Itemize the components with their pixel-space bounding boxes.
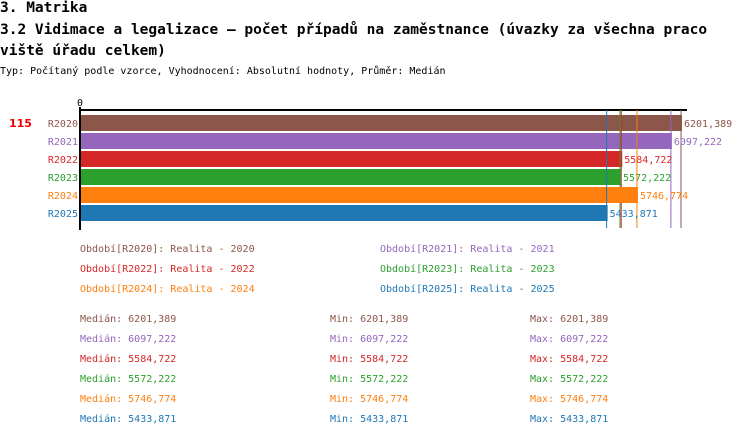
value-label: 5572,222: [623, 173, 671, 184]
value-label: 6201,389: [684, 119, 732, 130]
category-label: R2024: [48, 191, 78, 202]
stat-max: Max: 5746,774: [530, 394, 609, 405]
stat-min: Min: 5572,222: [330, 374, 409, 385]
stat-min: Min: 5433,871: [330, 414, 409, 425]
bar-R2025: [81, 205, 608, 221]
stat-median: Medián: 6097,222: [80, 334, 177, 345]
category-label: R2021: [48, 137, 78, 148]
bar-R2021: [81, 133, 672, 149]
bar-R2022: [81, 151, 623, 167]
stat-median: Medián: 5584,722: [80, 354, 177, 365]
chart-title-line2: viště úřadu celkem): [0, 43, 166, 59]
stat-median: Medián: 5433,871: [80, 414, 177, 425]
stat-max: Max: 5584,722: [530, 354, 609, 365]
stat-max: Max: 6201,389: [530, 314, 609, 325]
stat-median: Medián: 6201,389: [80, 314, 177, 325]
value-label: 6097,222: [674, 137, 722, 148]
stat-min: Min: 6201,389: [330, 314, 409, 325]
stat-max: Max: 5433,871: [530, 414, 609, 425]
bar-chart: 0 115 R2020 6201,389 R2021 6097,222 R2022 5584,…: [9, 98, 732, 230]
legend-item: Období[R2023]: Realita - 2023: [380, 264, 555, 275]
stat-median: Medián: 5746,774: [80, 394, 177, 405]
value-label: 5584,722: [624, 155, 672, 166]
stat-max: Max: 6097,222: [530, 334, 609, 345]
chart-subtitle: Typ: Počítaný podle vzorce, Vyhodnocení:…: [0, 66, 446, 77]
legend-item: Období[R2021]: Realita - 2021: [380, 244, 555, 255]
stat-min: Min: 5584,722: [330, 354, 409, 365]
bar-R2024: [81, 187, 638, 203]
value-label: 5746,774: [640, 191, 688, 202]
row-marker: 115: [9, 117, 32, 130]
chart-title-line1: 3.2 Vidimace a legalizace – počet případ…: [0, 22, 708, 38]
legend-item: Období[R2025]: Realita - 2025: [380, 284, 555, 295]
category-label: R2020: [48, 119, 78, 130]
legend-item: Období[R2024]: Realita - 2024: [80, 284, 255, 295]
stat-median: Medián: 5572,222: [80, 374, 177, 385]
legend-item: Období[R2022]: Realita - 2022: [80, 264, 255, 275]
value-label: 5433,871: [610, 209, 658, 220]
stat-min: Min: 6097,222: [330, 334, 409, 345]
category-label: R2022: [48, 155, 78, 166]
legend-item: Období[R2020]: Realita - 2020: [80, 244, 255, 255]
stat-min: Min: 5746,774: [330, 394, 409, 405]
bar-R2023: [81, 169, 622, 185]
bar-R2020: [81, 115, 682, 131]
stat-max: Max: 5572,222: [530, 374, 609, 385]
category-label: R2025: [48, 209, 78, 220]
category-label: R2023: [48, 173, 78, 184]
section-heading: 3. Matrika: [0, 0, 88, 16]
x-tick-label: 0: [77, 98, 83, 109]
